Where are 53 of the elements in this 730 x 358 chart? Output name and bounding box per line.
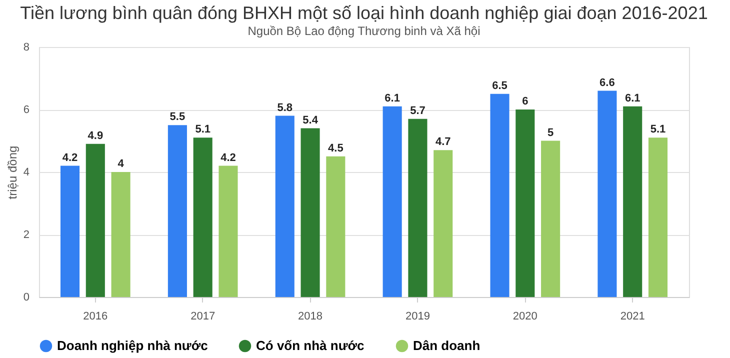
data-label: 6 [522,96,528,108]
y-tick-label: 6 [23,104,30,116]
data-label: 4.5 [328,142,344,154]
y-tick-label: 8 [23,42,30,54]
chart-subtitle: Nguồn Bộ Lao động Thương binh và Xã hội [248,24,480,38]
data-label: 6.6 [600,76,615,89]
legend-label: Doanh nghiệp nhà nước [57,338,208,353]
data-label: 6.1 [384,92,400,104]
data-label: 5.7 [410,104,426,117]
bar [382,106,402,297]
legend-label: Có vốn nhà nước [256,338,364,353]
data-label: 5.1 [650,124,666,136]
data-label: 6.1 [624,92,640,104]
data-label: 5.4 [302,114,319,126]
x-tick-label: 2021 [620,310,645,322]
bar [275,116,294,297]
bar [86,144,105,297]
data-label: 5 [547,126,554,139]
data-label: 4.2 [220,152,236,164]
bar [300,128,320,297]
data-label: 4.9 [88,130,104,142]
bar [598,90,617,297]
bar [218,166,238,297]
x-tick-label: 2016 [83,310,108,322]
bar [60,166,80,297]
bar [434,150,453,297]
data-label: 6.5 [492,80,508,92]
legend-label: Dân doanh [413,338,480,353]
bar [111,172,130,297]
y-axis-title: triệu đồng [5,146,20,200]
data-label: 5.1 [195,124,210,136]
bar [490,94,510,297]
bar [193,138,212,297]
x-tick-label: 2017 [190,310,216,322]
data-label: 4.2 [62,152,78,164]
x-tick-label: 2018 [298,310,323,322]
y-tick-label: 0 [23,292,30,304]
bar [541,140,560,297]
bar [648,138,668,297]
data-label: 4 [118,158,125,170]
bar [408,118,428,297]
x-tick-label: 2020 [512,310,538,322]
y-tick-label: 2 [23,229,30,241]
bar [168,125,187,297]
y-tick-label: 4 [23,166,30,178]
bar [516,110,535,297]
chart-title: Tiền lương bình quân đóng BHXH một số loại hình doanh nghiệp giai đoạn 2016-2021 [20,3,708,23]
bar [623,106,642,297]
data-label: 4.7 [435,136,451,148]
x-tick-label: 2019 [405,310,430,322]
bar [326,156,346,297]
data-label: 5.5 [170,111,186,124]
data-label: 5.8 [277,102,293,114]
